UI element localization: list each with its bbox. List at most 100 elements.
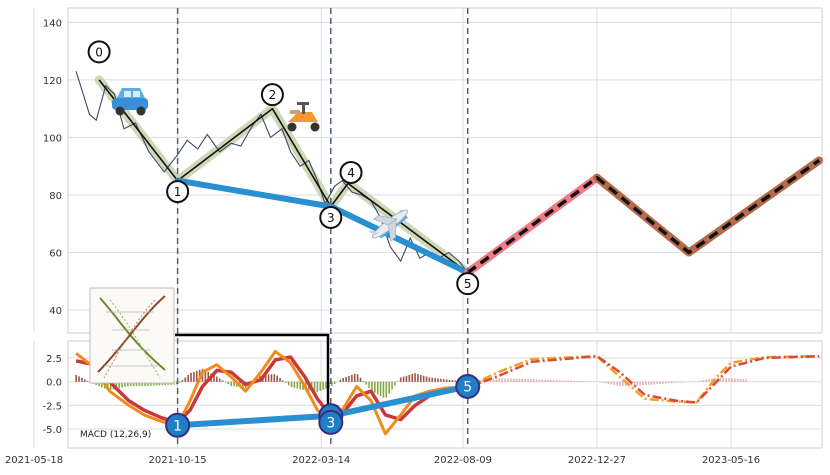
macd-y-tick-label: -2.5 [42, 401, 62, 412]
macd-histogram-bar [743, 379, 745, 382]
x-tick-label: 2021-05-18 [5, 455, 63, 466]
macd-histogram-bar [216, 377, 218, 382]
macd-histogram-bar [544, 380, 546, 382]
macd-histogram-bar [665, 382, 667, 384]
macd-histogram-bar [651, 382, 653, 385]
macd-marker-text: 1 [173, 418, 182, 434]
macd-histogram-bar [319, 382, 321, 391]
macd-histogram-bar [317, 382, 319, 392]
macd-histogram-bar [700, 381, 702, 382]
macd-histogram-bar [222, 380, 224, 381]
price-y-tick-label: 60 [49, 248, 62, 259]
macd-histogram-bar [383, 382, 385, 398]
macd-histogram-bar [573, 381, 575, 382]
macd-histogram-bar [334, 382, 336, 384]
macd-histogram-bar [354, 374, 356, 382]
macd-histogram-bar [322, 382, 324, 390]
macd-histogram-bar [527, 379, 529, 382]
macd-histogram-bar [184, 377, 186, 381]
macd-marker-text: 5 [463, 379, 472, 395]
macd-histogram-bar [570, 381, 572, 382]
wave-label-text: 4 [347, 166, 355, 180]
macd-histogram-bar [622, 382, 624, 386]
macd-histogram-bar [682, 382, 684, 383]
macd-histogram-bar [636, 382, 638, 386]
macd-histogram-bar [365, 382, 367, 385]
price-y-tick-label: 80 [49, 191, 62, 202]
macd-histogram-bar [414, 373, 416, 382]
macd-histogram-bar [294, 382, 296, 388]
macd-histogram-bar [734, 379, 736, 382]
macd-histogram-bar [434, 378, 436, 382]
macd-histogram-bar [539, 379, 541, 381]
macd-histogram-bar [193, 372, 195, 382]
price-y-tick-label: 140 [43, 18, 62, 29]
macd-histogram-bar [75, 375, 77, 382]
wave-label-text: 3 [327, 211, 335, 225]
macd-histogram-bar [87, 381, 89, 382]
macd-histogram-bar [536, 379, 538, 381]
macd-histogram-bar [550, 380, 552, 382]
dna-helix-image [90, 288, 174, 383]
macd-histogram-bar [446, 379, 448, 381]
wave-label-text: 0 [95, 45, 103, 59]
macd-histogram-bar [599, 382, 601, 383]
price-y-tick-label: 100 [43, 133, 62, 144]
macd-histogram-bar [648, 382, 650, 385]
macd-histogram-bar [708, 379, 710, 382]
macd-histogram-bar [78, 376, 80, 381]
macd-histogram-bar [454, 380, 456, 381]
macd-histogram-bar [429, 377, 431, 381]
macd-histogram-bar [559, 380, 561, 382]
macd-histogram-bar [182, 380, 184, 382]
macd-histogram-bar [659, 382, 661, 384]
macd-histogram-bar [746, 379, 748, 381]
macd-histogram-bar [274, 374, 276, 382]
macd-histogram-bar [368, 382, 370, 388]
macd-histogram-bar [288, 382, 290, 386]
macd-histogram-bar [196, 371, 198, 382]
macd-histogram-bar [611, 382, 613, 385]
macd-histogram-bar [391, 382, 393, 390]
macd-histogram-bar [519, 379, 521, 382]
price-y-tick-label: 120 [43, 76, 62, 87]
macd-histogram-bar [340, 380, 342, 382]
macd-histogram-bar [377, 382, 379, 395]
macd-histogram-bar [403, 377, 405, 382]
macd-histogram-bar [616, 382, 618, 386]
macd-histogram-bar [702, 380, 704, 382]
macd-histogram-bar [406, 376, 408, 382]
macd-histogram-bar [426, 377, 428, 382]
macd-histogram-bar [579, 381, 581, 382]
macd-histogram-bar [516, 379, 518, 382]
macd-histogram-bar [299, 382, 301, 389]
macd-histogram-bar [668, 382, 670, 384]
wave-label-text: 1 [174, 185, 182, 199]
macd-histogram-bar [524, 379, 526, 382]
macd-histogram-bar [481, 380, 483, 382]
macd-histogram-bar [645, 382, 647, 385]
macd-y-tick-label: -5.0 [42, 425, 62, 436]
macd-histogram-bar [437, 378, 439, 381]
macd-histogram-bar [723, 378, 725, 382]
macd-histogram-bar [619, 382, 621, 386]
macd-histogram-bar [740, 379, 742, 382]
macd-histogram-bar [504, 378, 506, 381]
x-tick-label: 2022-12-27 [568, 455, 626, 466]
macd-histogram-bar [542, 380, 544, 382]
macd-histogram-bar [394, 382, 396, 386]
macd-histogram-bar [639, 382, 641, 386]
macd-histogram-bar [562, 380, 564, 381]
macd-histogram-bar [219, 378, 221, 381]
macd-histogram-bar [230, 382, 232, 386]
macd-histogram-bar [291, 382, 293, 387]
macd-histogram-bar [400, 377, 402, 381]
macd-histogram-bar [417, 374, 419, 382]
macd-histogram-bar [567, 381, 569, 382]
macd-histogram-bar [685, 382, 687, 383]
macd-histogram-bar [674, 382, 676, 383]
macd-histogram-bar [725, 378, 727, 382]
macd-histogram-bar [431, 378, 433, 382]
price-y-tick-label: 40 [49, 306, 62, 317]
